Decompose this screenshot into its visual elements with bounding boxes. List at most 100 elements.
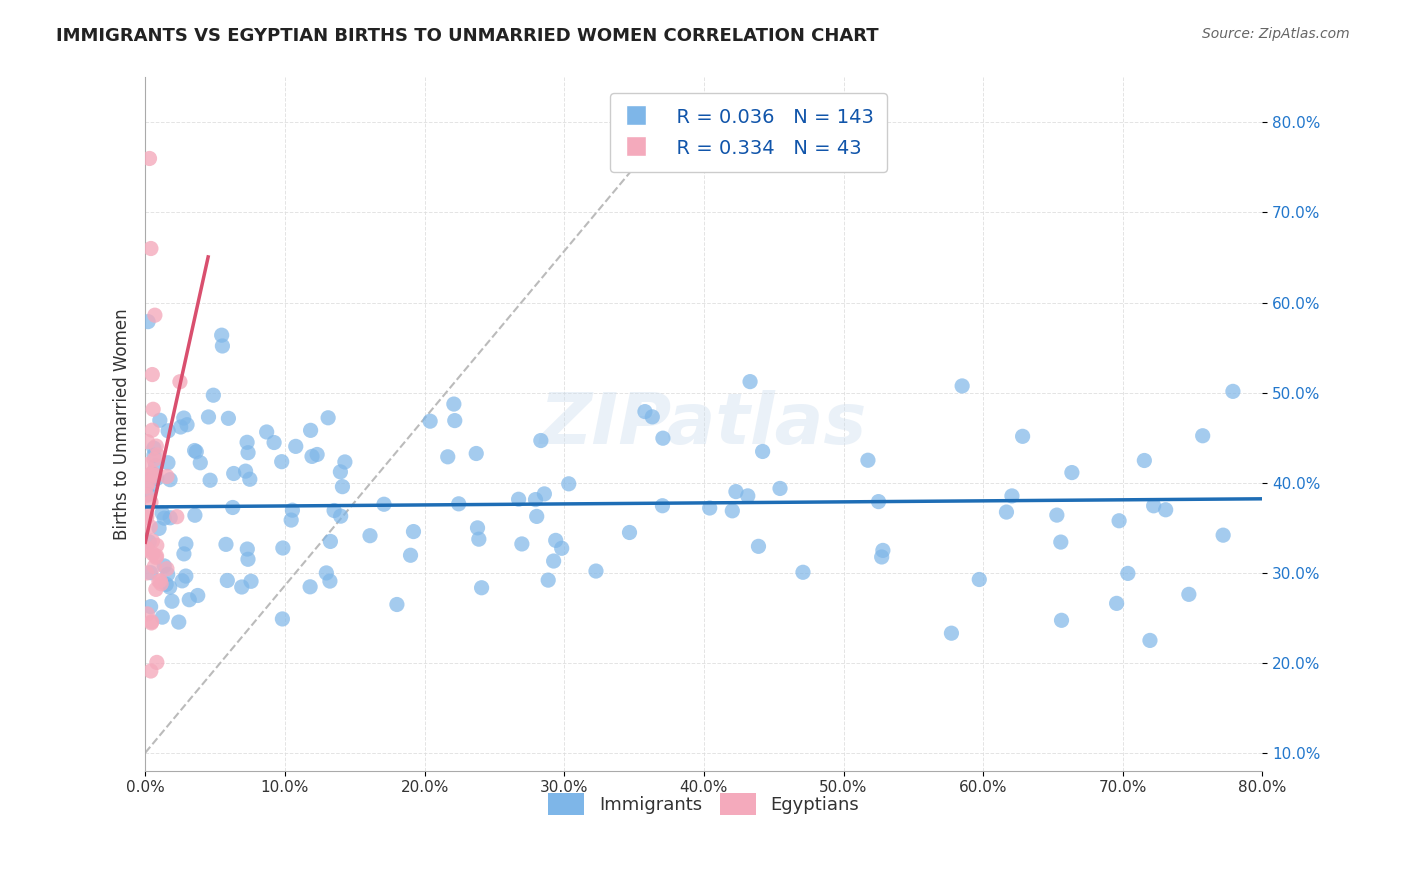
Point: [141, 368, 163, 382]
Point: [872, 543, 894, 558]
Point: [263, 435, 285, 450]
Point: [524, 492, 547, 507]
Point: [169, 375, 191, 389]
Point: [1105, 596, 1128, 610]
Y-axis label: Births to Unmarried Women: Births to Unmarried Women: [114, 309, 131, 540]
Point: [135, 566, 157, 580]
Point: [1001, 489, 1024, 503]
Point: [236, 552, 259, 566]
Point: [870, 549, 893, 564]
Point: [197, 409, 219, 424]
Point: [148, 521, 170, 535]
Point: [319, 534, 342, 549]
Point: [141, 466, 163, 480]
Point: [156, 456, 179, 470]
Point: [138, 535, 160, 549]
Point: [149, 413, 172, 427]
Point: [1060, 466, 1083, 480]
Point: [136, 434, 159, 449]
Point: [143, 308, 166, 322]
Point: [329, 509, 352, 524]
Point: [142, 402, 165, 417]
Point: [141, 615, 163, 630]
Point: [145, 582, 167, 597]
Point: [443, 414, 465, 428]
Point: [769, 482, 792, 496]
Point: [995, 505, 1018, 519]
Point: [399, 548, 422, 562]
Point: [211, 339, 233, 353]
Point: [135, 510, 157, 524]
Point: [150, 576, 173, 591]
Point: [271, 541, 294, 555]
Point: [558, 476, 581, 491]
Point: [1222, 384, 1244, 399]
Point: [143, 468, 166, 483]
Point: [385, 598, 408, 612]
Point: [1116, 566, 1139, 581]
Point: [155, 577, 177, 591]
Point: [138, 152, 160, 166]
Text: Source: ZipAtlas.com: Source: ZipAtlas.com: [1202, 27, 1350, 41]
Point: [301, 450, 323, 464]
Point: [792, 566, 814, 580]
Point: [153, 558, 176, 573]
Point: [856, 453, 879, 467]
Point: [135, 541, 157, 556]
Point: [135, 508, 157, 523]
Point: [150, 610, 173, 624]
Point: [239, 472, 262, 486]
Point: [160, 594, 183, 608]
Point: [281, 503, 304, 517]
Point: [146, 656, 169, 670]
Text: ZIPatlas: ZIPatlas: [540, 390, 868, 458]
Point: [138, 475, 160, 490]
Point: [1143, 499, 1166, 513]
Point: [235, 464, 257, 478]
Point: [471, 581, 494, 595]
Point: [143, 452, 166, 467]
Point: [315, 566, 337, 580]
Point: [284, 439, 307, 453]
Point: [159, 510, 181, 524]
Point: [159, 473, 181, 487]
Point: [467, 521, 489, 535]
Point: [187, 589, 209, 603]
Point: [550, 541, 572, 556]
Point: [176, 417, 198, 432]
Point: [139, 519, 162, 533]
Point: [699, 501, 721, 516]
Legend: Immigrants, Egyptians: Immigrants, Egyptians: [540, 784, 869, 824]
Point: [526, 509, 548, 524]
Point: [159, 580, 181, 594]
Point: [217, 574, 239, 588]
Point: [139, 495, 162, 509]
Point: [139, 467, 162, 482]
Point: [240, 574, 263, 589]
Point: [173, 547, 195, 561]
Point: [143, 559, 166, 574]
Point: [619, 525, 641, 540]
Point: [1049, 535, 1071, 549]
Point: [373, 497, 395, 511]
Point: [332, 480, 354, 494]
Point: [721, 504, 744, 518]
Point: [135, 458, 157, 472]
Point: [145, 439, 167, 453]
Point: [299, 580, 322, 594]
Point: [139, 664, 162, 678]
Point: [179, 592, 201, 607]
Point: [167, 615, 190, 629]
Point: [170, 420, 193, 434]
Point: [142, 467, 165, 481]
Point: [436, 450, 458, 464]
Point: [202, 388, 225, 402]
Point: [1133, 453, 1156, 467]
Point: [533, 487, 555, 501]
Point: [1050, 613, 1073, 627]
Point: [443, 397, 465, 411]
Point: [174, 569, 197, 583]
Point: [530, 434, 553, 448]
Point: [222, 467, 245, 481]
Point: [139, 599, 162, 614]
